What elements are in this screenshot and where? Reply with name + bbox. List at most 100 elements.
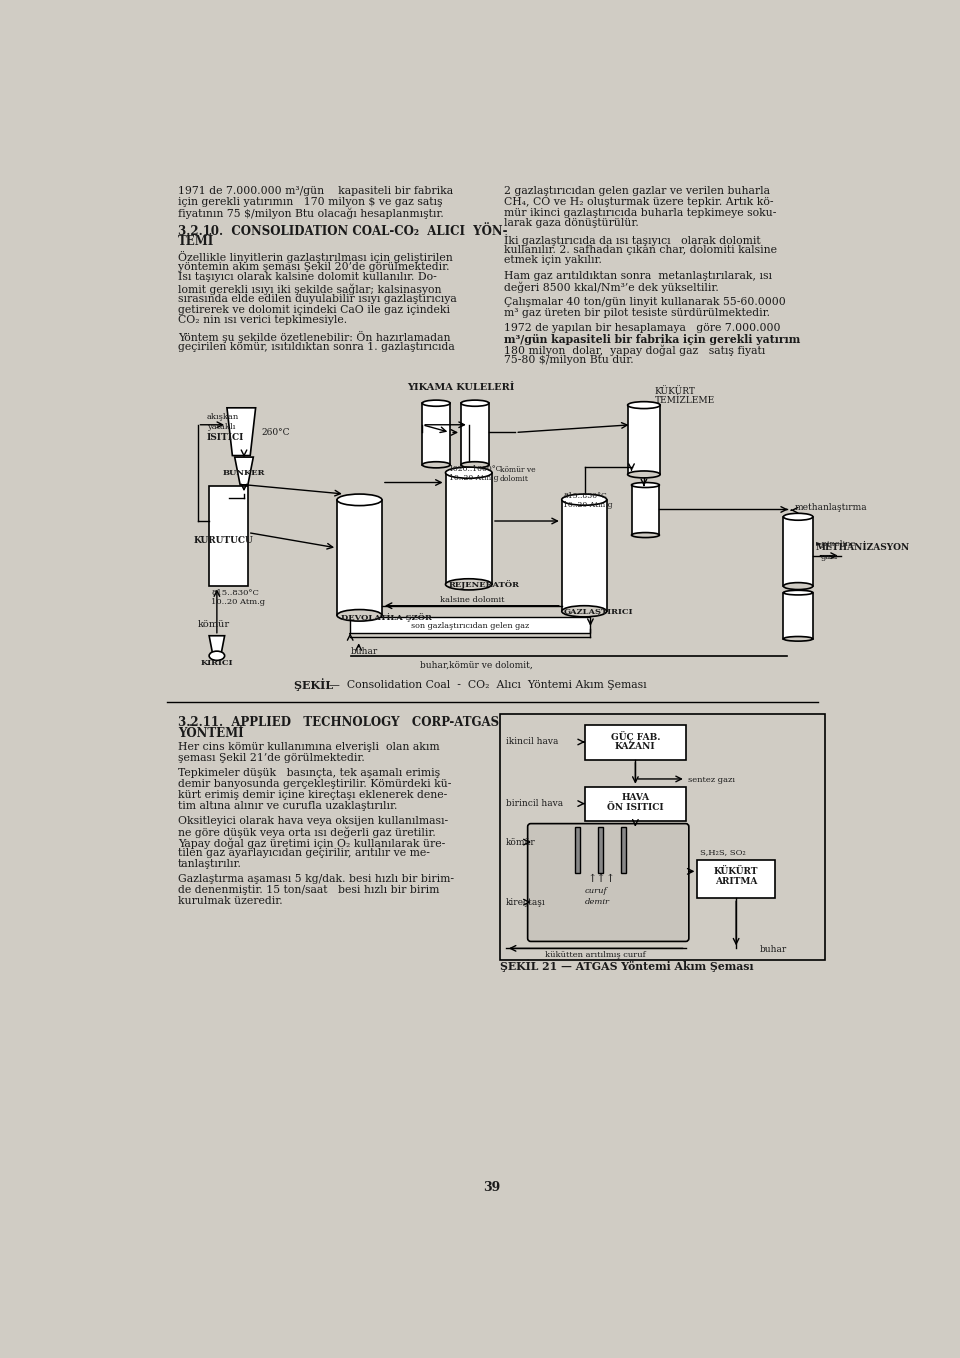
Text: ►pipeline: ►pipeline [816, 540, 856, 549]
Bar [562, 500, 607, 611]
Text: tilen gaz ayarlayıcıdan geçirilir, arıtılır ve me-: tilen gaz ayarlayıcıdan geçirilir, arıtı… [179, 849, 430, 858]
Text: KAZANI: KAZANI [615, 741, 656, 751]
Text: Gazlaştırma aşaması 5 kg/dak. besi hızlı bir birim-: Gazlaştırma aşaması 5 kg/dak. besi hızlı… [179, 875, 454, 884]
Text: YÖNTEMİ: YÖNTEMİ [179, 727, 244, 740]
Text: İki gazlaştırıcıda da ısı taşıyıcı   olarak dolomit: İki gazlaştırıcıda da ısı taşıyıcı olara… [504, 234, 760, 246]
Text: METHANİZASYON: METHANİZASYON [816, 543, 910, 553]
Text: geçirilen kömür, ısıtıldıktan sonra 1. gazlaştırıcıda: geçirilen kömür, ısıtıldıktan sonra 1. g… [179, 342, 455, 352]
Text: KÜKÜRT: KÜKÜRT [655, 387, 696, 397]
Text: —  Consolidation Coal  -  CO₂  Alıcı  Yöntemi Akım Şeması: — Consolidation Coal - CO₂ Alıcı Yöntemi… [329, 680, 647, 690]
Text: REJENERATÖR: REJENERATÖR [448, 580, 519, 589]
Text: ŞEKİL: ŞEKİL [295, 679, 341, 691]
Text: GÜÇ FAB.: GÜÇ FAB. [611, 731, 660, 743]
Text: KÜKÜRT: KÜKÜRT [714, 866, 758, 876]
Ellipse shape [783, 513, 813, 520]
Ellipse shape [562, 494, 607, 505]
Text: 39: 39 [484, 1180, 500, 1194]
Text: Her cins kömür kullanımına elverişli  olan akım: Her cins kömür kullanımına elverişli ola… [179, 741, 440, 752]
Text: kalsine dolomit: kalsine dolomit [440, 596, 504, 604]
Text: ikincil hava: ikincil hava [506, 737, 559, 747]
Text: Yapay doğal gaz üretimi için O₂ kullanılarak üre-: Yapay doğal gaz üretimi için O₂ kullanıl… [179, 838, 445, 849]
Text: kömür ve: kömür ve [500, 466, 536, 474]
Text: sentez gazı: sentez gazı [688, 777, 735, 785]
Text: ŞEKİL 21 — ATGAS Yöntemi Akım Şeması: ŞEKİL 21 — ATGAS Yöntemi Akım Şeması [500, 959, 754, 972]
Ellipse shape [783, 583, 813, 589]
Text: 75-80 $/milyon Btu dur.: 75-80 $/milyon Btu dur. [504, 356, 634, 365]
Bar [337, 500, 382, 615]
Text: tim altına alınır ve curufla uzaklaştırılır.: tim altına alınır ve curufla uzaklaştırı… [179, 800, 397, 811]
Text: 1020..1060°C: 1020..1060°C [448, 464, 502, 473]
Text: şeması Şekil 21’de görülmektedir.: şeması Şekil 21’de görülmektedir. [179, 752, 365, 763]
Ellipse shape [209, 650, 225, 660]
Ellipse shape [628, 402, 660, 409]
Text: BUNKER: BUNKER [223, 470, 265, 477]
Polygon shape [234, 458, 253, 485]
Text: ISITICI: ISITICI [206, 433, 244, 441]
Text: yöntemin akım şeması Şekil 20’de görülmektedir.: yöntemin akım şeması Şekil 20’de görülme… [179, 262, 449, 272]
Text: akışkan: akışkan [206, 413, 239, 421]
Text: 180 milyon  dolar,  yapay doğal gaz   satış fiyatı: 180 milyon dolar, yapay doğal gaz satış … [504, 345, 765, 356]
Text: yataklı: yataklı [206, 424, 235, 430]
Polygon shape [227, 407, 255, 455]
Ellipse shape [445, 467, 492, 478]
Bar [783, 592, 813, 638]
Ellipse shape [422, 401, 450, 406]
Text: YIKAMA KULELERİ: YIKAMA KULELERİ [407, 383, 515, 392]
Bar [628, 405, 660, 474]
Text: ne göre düşük veya orta ısı değerli gaz üretilir.: ne göre düşük veya orta ısı değerli gaz … [179, 827, 436, 838]
Text: curuf: curuf [585, 887, 608, 895]
Text: kullanılır. 2. safhadan çıkan char, dolomiti kalsine: kullanılır. 2. safhadan çıkan char, dolo… [504, 244, 777, 254]
Text: buhar: buhar [760, 945, 787, 955]
Text: ÖN ISITICI: ÖN ISITICI [607, 803, 663, 812]
Text: demir banyosunda gerçekleştirilir. Kömürdeki kü-: demir banyosunda gerçekleştirilir. Kömür… [179, 779, 451, 789]
Text: dolomit: dolomit [500, 475, 529, 483]
Text: 1971 de 7.000.000 m³/gün    kapasiteli bir fabrika: 1971 de 7.000.000 m³/gün kapasiteli bir … [179, 186, 453, 196]
Ellipse shape [461, 462, 489, 469]
Text: 3.2.11.  APPLIED   TECHNOLOGY   CORP-ATGAS: 3.2.11. APPLIED TECHNOLOGY CORP-ATGAS [179, 716, 499, 729]
Text: 10..20 Atm.g: 10..20 Atm.g [448, 474, 498, 482]
Bar [621, 827, 626, 873]
Text: kömür: kömür [506, 838, 536, 846]
Bar [500, 713, 826, 960]
Ellipse shape [783, 591, 813, 595]
Ellipse shape [422, 462, 450, 469]
Bar [461, 403, 489, 464]
Text: gazı: gazı [821, 553, 838, 561]
Text: 815..830°C: 815..830°C [564, 492, 607, 500]
Bar [585, 725, 685, 759]
Text: kömür: kömür [198, 621, 229, 630]
Polygon shape [209, 636, 225, 656]
Text: S,H₂S, SO₂: S,H₂S, SO₂ [700, 849, 746, 856]
Text: m³ gaz üreten bir pilot tesiste sürdürülmektedir.: m³ gaz üreten bir pilot tesiste sürdürül… [504, 308, 770, 318]
Text: son gazlaştırıcıdan gelen gaz: son gazlaştırıcıdan gelen gaz [411, 622, 529, 630]
Text: kireçtaşı: kireçtaşı [506, 898, 545, 907]
Text: sırasında elde edilen duyulabilir ısıyı gazlaştırıcıya: sırasında elde edilen duyulabilir ısıyı … [179, 293, 457, 304]
Ellipse shape [783, 637, 813, 641]
Text: 10..20 Atm.g: 10..20 Atm.g [564, 501, 612, 509]
Ellipse shape [562, 606, 607, 617]
Text: 815..830°C: 815..830°C [211, 588, 259, 596]
Text: değeri 8500 kkal/Nm³’e dek yükseltilir.: değeri 8500 kkal/Nm³’e dek yükseltilir. [504, 281, 718, 293]
Ellipse shape [632, 482, 660, 488]
Bar [697, 860, 775, 898]
Bar [350, 618, 590, 633]
FancyBboxPatch shape [528, 823, 689, 941]
Text: etmek için yakılır.: etmek için yakılır. [504, 255, 602, 265]
Text: Çalışmalar 40 ton/gün linyit kullanarak 55-60.0000: Çalışmalar 40 ton/gün linyit kullanarak … [504, 297, 785, 307]
Text: tanlaştırılır.: tanlaştırılır. [179, 860, 242, 869]
Text: CO₂ nin ısı verici tepkimesiyle.: CO₂ nin ısı verici tepkimesiyle. [179, 315, 348, 326]
Text: ↑↑↑: ↑↑↑ [588, 875, 616, 884]
Ellipse shape [337, 610, 382, 621]
Text: 260°C: 260°C [261, 428, 290, 437]
Bar [598, 827, 603, 873]
Text: için gerekli yatırımın   170 milyon $ ve gaz satış: için gerekli yatırımın 170 milyon $ ve g… [179, 197, 443, 206]
Text: mür ikinci gazlaştırıcıda buharla tepkimeye soku-: mür ikinci gazlaştırıcıda buharla tepkim… [504, 208, 776, 217]
Text: Özellikle linyitlerin gazlaştırılması için geliştirilen: Özellikle linyitlerin gazlaştırılması iç… [179, 251, 453, 263]
Text: birincil hava: birincil hava [506, 799, 564, 808]
Text: TEMİZLEME: TEMİZLEME [655, 397, 715, 406]
Ellipse shape [337, 494, 382, 505]
Bar [422, 403, 450, 464]
Ellipse shape [461, 401, 489, 406]
Text: Oksitleyici olarak hava veya oksijen kullanılması-: Oksitleyici olarak hava veya oksijen kul… [179, 816, 448, 826]
Text: buhar,kömür ve dolomit,: buhar,kömür ve dolomit, [420, 660, 533, 669]
